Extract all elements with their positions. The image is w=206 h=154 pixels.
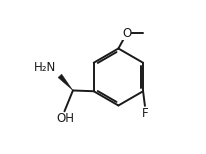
Text: O: O: [122, 27, 131, 40]
Polygon shape: [58, 74, 73, 91]
Text: H₂N: H₂N: [34, 61, 56, 73]
Text: F: F: [142, 107, 148, 120]
Text: OH: OH: [56, 112, 74, 126]
